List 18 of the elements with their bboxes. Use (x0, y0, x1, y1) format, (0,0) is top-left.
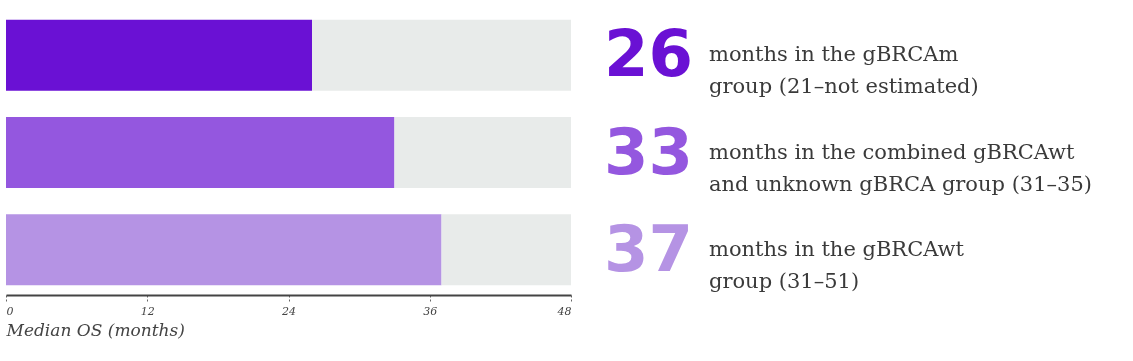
bar (312, 19, 571, 91)
bar (441, 214, 571, 286)
bar (394, 117, 571, 188)
x-tick-label: 48 (556, 304, 572, 318)
bar (6, 19, 313, 91)
text: months in the gBRCAwt group (31–51) (709, 236, 965, 293)
x-axis-title: Median OS (months) (5, 319, 185, 340)
x-tick-label: 36 (423, 304, 438, 318)
data-label: 37 (603, 211, 693, 286)
text: months in the gBRCAm group (21–not estimated) (709, 42, 979, 99)
data-label: 26 (603, 17, 693, 92)
x-tick-label: 24 (281, 304, 296, 318)
bar (6, 117, 395, 188)
bar (6, 214, 442, 286)
data-label: 33 (603, 114, 693, 189)
x-tick-label: 0 (6, 304, 14, 318)
x-tick-label: 12 (140, 304, 155, 318)
text: months in the combined gBRCAwt and unknown gBRCA group (31–35) (709, 139, 1092, 196)
